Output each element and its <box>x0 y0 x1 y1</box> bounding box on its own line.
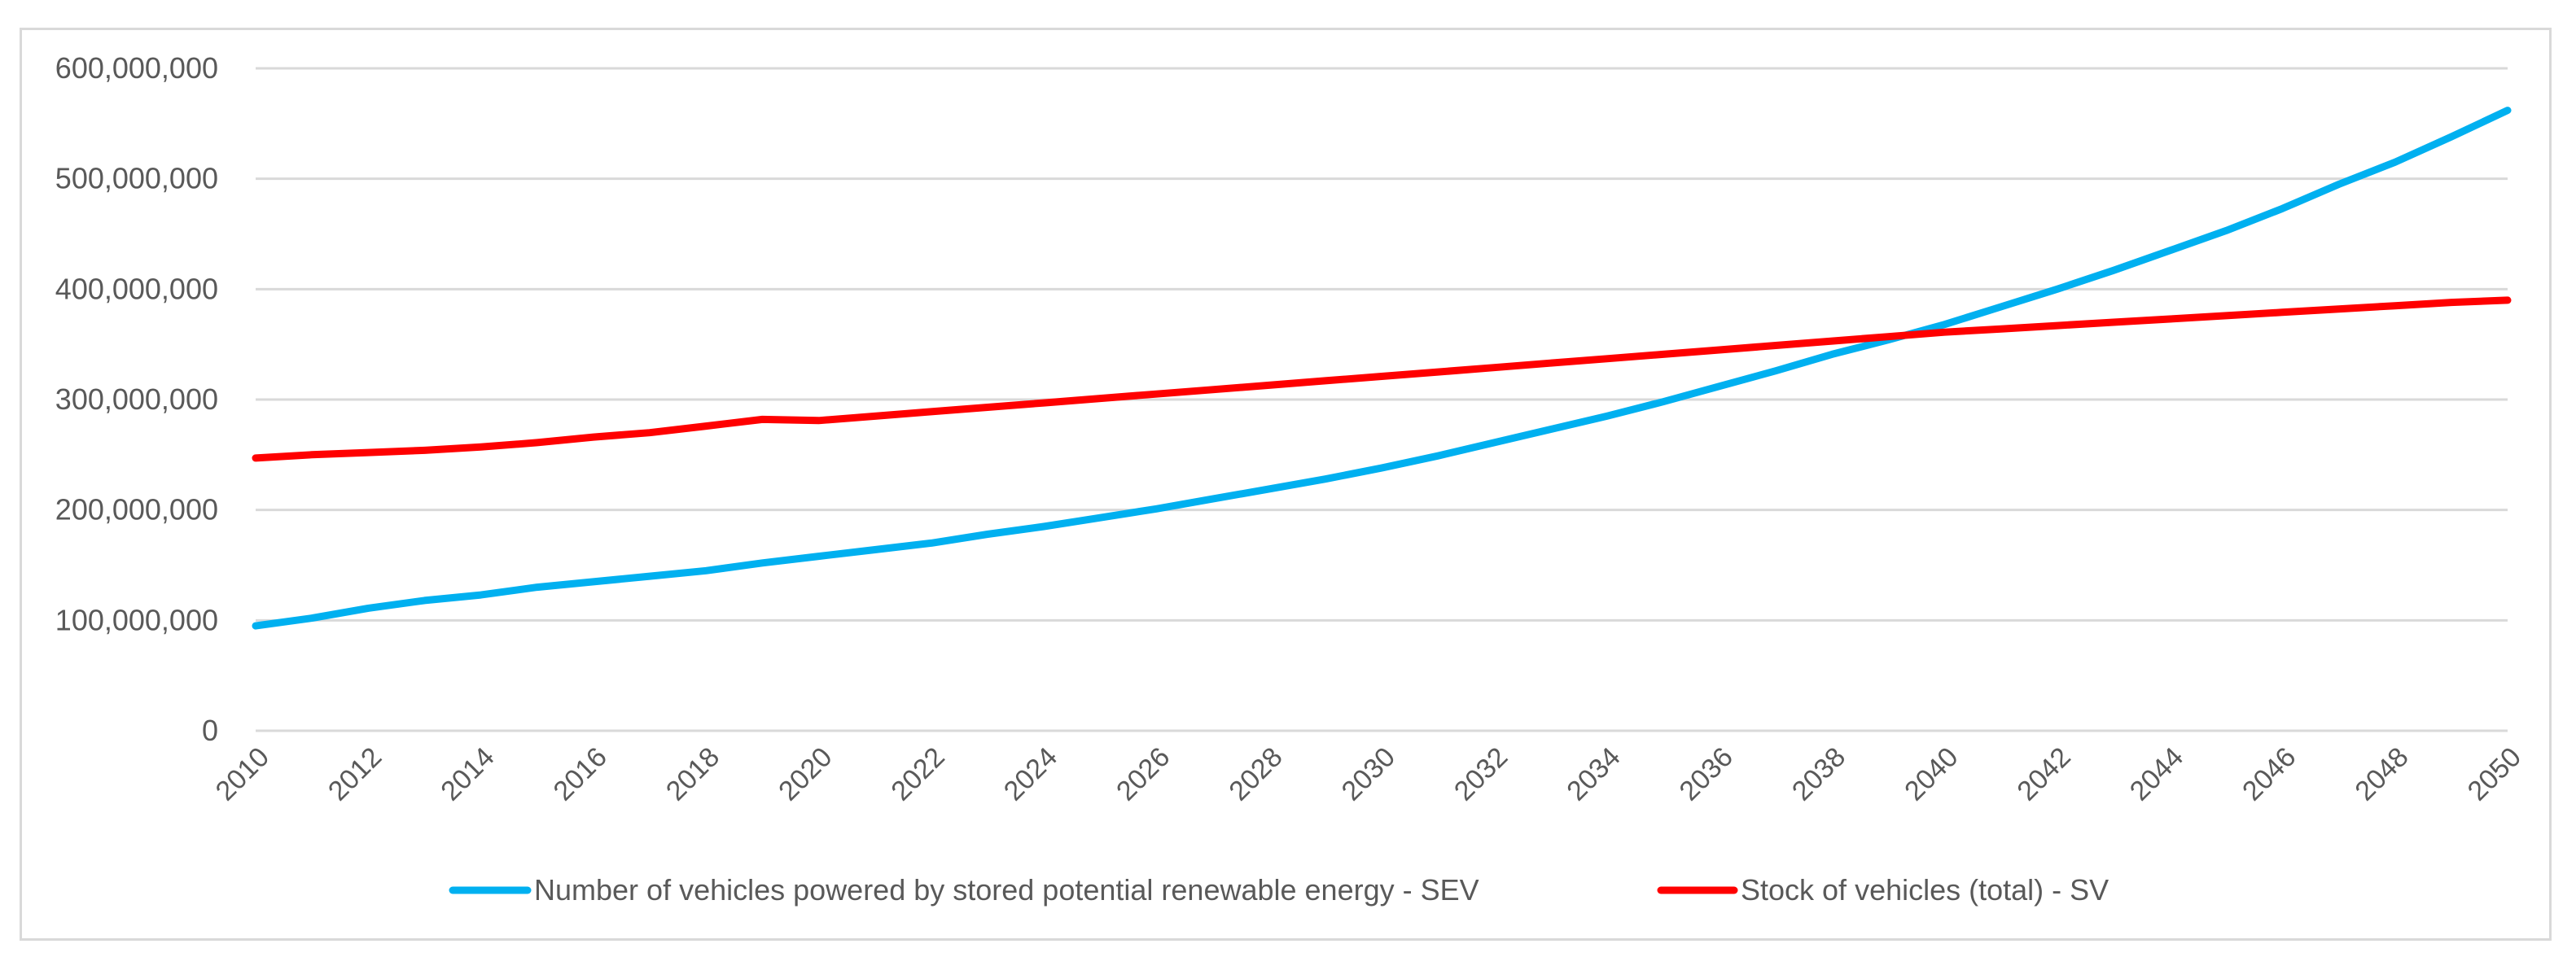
legend-label: Stock of vehicles (total) - SV <box>1741 873 2109 907</box>
x-tick-label: 2042 <box>2011 741 2076 806</box>
x-tick-label: 2026 <box>1111 741 1176 806</box>
y-axis-tick-labels: 0 100,000,000 200,000,000 300,000,000 400,00… <box>55 51 218 747</box>
y-tick-label: 500,000,000 <box>55 162 218 195</box>
x-tick-label: 2014 <box>435 741 500 806</box>
y-tick-label: 600,000,000 <box>55 51 218 85</box>
y-tick-label: 100,000,000 <box>55 603 218 636</box>
x-tick-label: 2048 <box>2349 741 2414 806</box>
x-tick-label: 2022 <box>885 741 950 806</box>
x-tick-label: 2044 <box>2124 741 2189 806</box>
x-tick-label: 2050 <box>2462 741 2527 806</box>
gridlines <box>256 67 2508 622</box>
legend-item-sv: Stock of vehicles (total) - SV <box>1657 873 2109 907</box>
x-tick-label: 2010 <box>210 741 275 806</box>
x-tick-label: 2046 <box>2236 741 2302 806</box>
x-tick-label: 2030 <box>1336 741 1401 806</box>
y-tick-label: 0 <box>202 714 218 747</box>
x-tick-label: 2018 <box>660 741 725 806</box>
x-tick-label: 2040 <box>1899 741 1964 806</box>
x-tick-label: 2020 <box>773 741 838 806</box>
x-tick-label: 2012 <box>322 741 388 806</box>
series-line-sv <box>252 296 2512 462</box>
y-tick-label: 400,000,000 <box>55 272 218 305</box>
legend-item-sev: Number of vehicles powered by stored pot… <box>449 873 1479 907</box>
y-tick-label: 200,000,000 <box>55 493 218 527</box>
x-tick-label: 2032 <box>1448 741 1514 806</box>
x-tick-label: 2024 <box>998 741 1063 806</box>
x-axis-tick-labels: 2010 2012 2014 2016 2018 2020 2022 2024 2026 2028… <box>210 741 2527 806</box>
legend: Number of vehicles powered by stored pot… <box>449 873 2109 907</box>
series-line-sev <box>252 107 2512 630</box>
x-tick-label: 2028 <box>1223 741 1288 806</box>
legend-label: Number of vehicles powered by stored pot… <box>534 873 1479 907</box>
x-tick-label: 2016 <box>548 741 613 806</box>
series-lines <box>252 107 2512 630</box>
x-tick-label: 2038 <box>1786 741 1851 806</box>
y-tick-label: 300,000,000 <box>55 382 218 416</box>
x-tick-label: 2034 <box>1561 741 1626 806</box>
x-tick-label: 2036 <box>1674 741 1739 806</box>
